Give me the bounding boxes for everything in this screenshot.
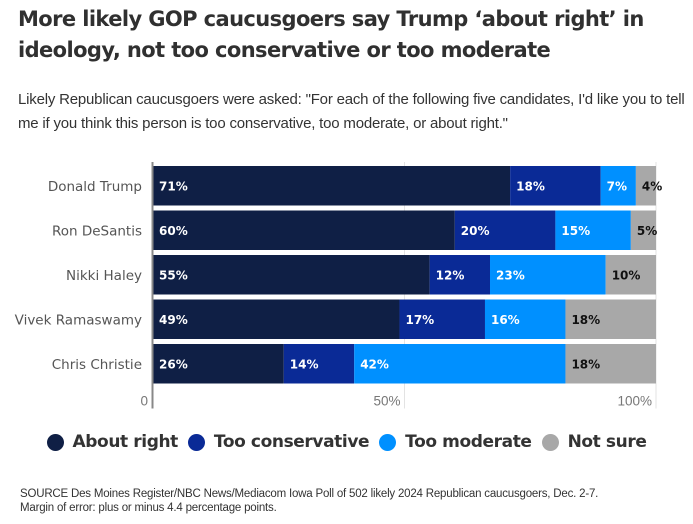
bar-segment bbox=[555, 210, 631, 250]
legend-swatch-icon bbox=[379, 433, 397, 451]
data-label: 23% bbox=[496, 268, 525, 282]
bar-segment bbox=[600, 166, 636, 206]
chart-subtitle: Likely Republican caucusgoers were asked… bbox=[18, 91, 685, 132]
data-label: 42% bbox=[360, 357, 389, 371]
data-label: 17% bbox=[405, 313, 434, 327]
x-tick-label: 50% bbox=[373, 394, 400, 409]
data-label: 18% bbox=[571, 313, 600, 327]
bar-segment bbox=[635, 166, 656, 206]
data-label: 60% bbox=[159, 224, 188, 238]
category-label: Donald Trump bbox=[48, 179, 142, 195]
legend-swatch-icon bbox=[46, 433, 64, 451]
legend-item: Not sure bbox=[541, 432, 647, 452]
margin-of-error-text: Margin of error: plus or minus 4.4 perce… bbox=[20, 502, 277, 514]
bar-segment bbox=[605, 255, 656, 295]
category-label: Chris Christie bbox=[52, 357, 142, 373]
data-label: 4% bbox=[642, 179, 662, 193]
category-label: Nikki Haley bbox=[66, 268, 142, 284]
bar-segment bbox=[354, 344, 566, 384]
data-label: 20% bbox=[461, 224, 490, 238]
source-text: SOURCE Des Moines Register/NBC News/Medi… bbox=[20, 488, 599, 500]
category-label: Ron DeSantis bbox=[52, 223, 142, 239]
bar-segment bbox=[153, 210, 455, 250]
data-label: 15% bbox=[561, 224, 590, 238]
bar-segment bbox=[153, 255, 430, 295]
legend-label: Not sure bbox=[567, 432, 647, 452]
bar-segment bbox=[283, 344, 355, 384]
legend-label: Too conservative bbox=[213, 432, 370, 452]
data-label: 18% bbox=[571, 357, 600, 371]
legend-item: About right bbox=[46, 432, 179, 452]
category-label: Vivek Ramaswamy bbox=[15, 312, 142, 328]
x-tick-label: 100% bbox=[617, 394, 652, 409]
data-label: 7% bbox=[607, 179, 627, 193]
data-label: 12% bbox=[436, 268, 465, 282]
source-note: SOURCE Des Moines Register/NBC News/Medi… bbox=[20, 487, 690, 515]
bar-segment bbox=[153, 166, 511, 206]
data-label: 71% bbox=[159, 179, 188, 193]
chart-title: More likely GOP caucusgoers say Trump ‘a… bbox=[18, 7, 644, 62]
data-label: 18% bbox=[516, 179, 545, 193]
chart-legend: About right Too conservative Too moderate N… bbox=[0, 432, 693, 452]
data-label: 55% bbox=[159, 268, 188, 282]
bar-segment bbox=[153, 299, 400, 339]
data-label: 5% bbox=[637, 224, 657, 238]
legend-item: Too conservative bbox=[187, 432, 370, 452]
stacked-bar-chart: Donald Trump 71% 18% 7% 4% Ron DeSantis 60% 20%… bbox=[15, 162, 662, 409]
bar-segment bbox=[484, 299, 566, 339]
bar-segment bbox=[630, 210, 656, 250]
bar-segment bbox=[565, 299, 656, 339]
bar-segment bbox=[454, 210, 556, 250]
legend-swatch-icon bbox=[187, 433, 205, 451]
bar-segment bbox=[399, 299, 485, 339]
bar-segment bbox=[565, 344, 656, 384]
data-label: 49% bbox=[159, 313, 188, 327]
bar-segment bbox=[490, 255, 606, 295]
x-tick-label: 0 bbox=[140, 394, 148, 409]
legend-item: Too moderate bbox=[379, 432, 532, 452]
data-label: 10% bbox=[612, 268, 641, 282]
data-label: 16% bbox=[491, 313, 520, 327]
legend-swatch-icon bbox=[541, 433, 559, 451]
data-label: 26% bbox=[159, 357, 188, 371]
bar-segment bbox=[153, 344, 284, 384]
legend-label: Too moderate bbox=[405, 432, 532, 452]
bar-segment bbox=[429, 255, 491, 295]
bar-segment bbox=[510, 166, 601, 206]
data-label: 14% bbox=[290, 357, 319, 371]
legend-label: About right bbox=[72, 432, 179, 452]
